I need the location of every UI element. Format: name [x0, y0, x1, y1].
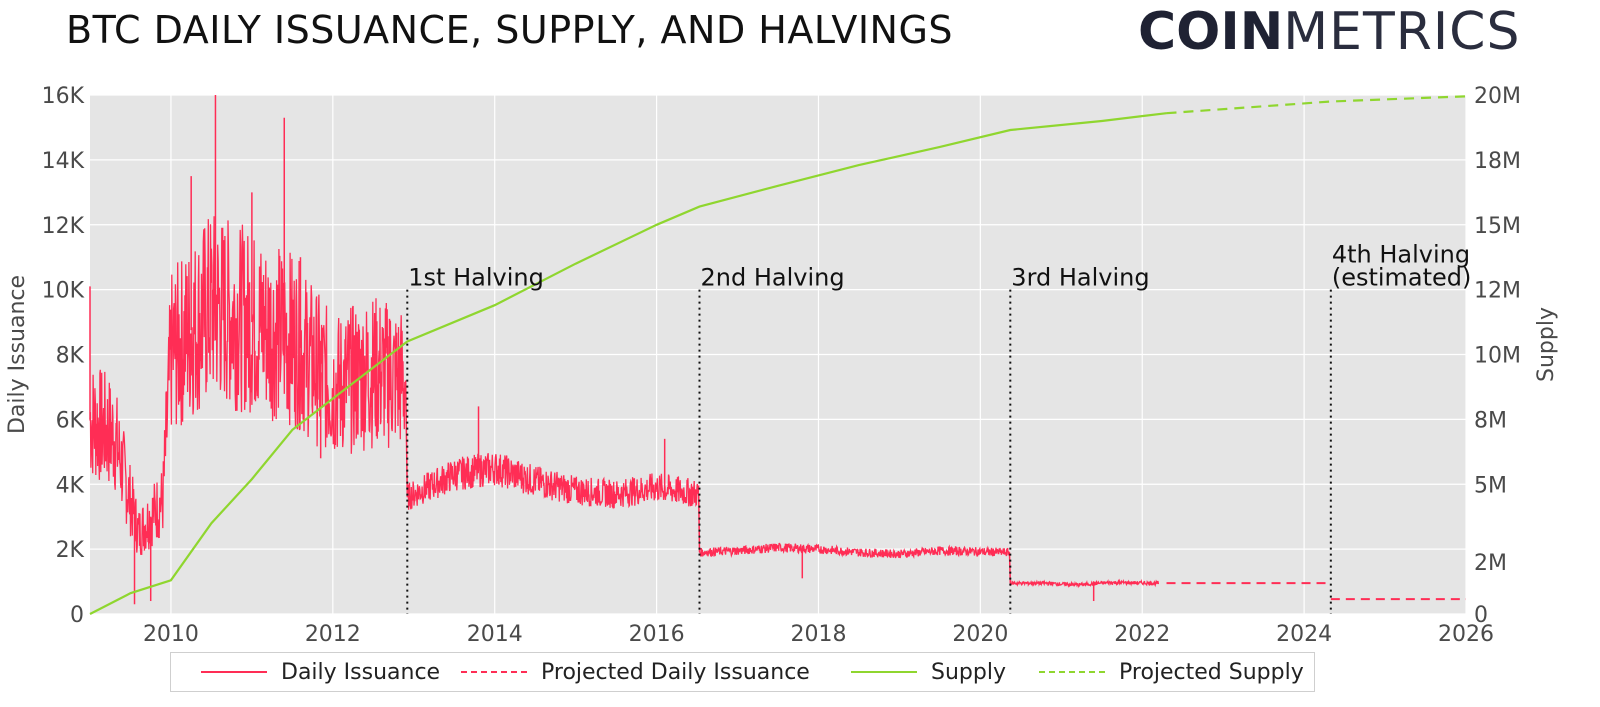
- halving-label: 1st Halving: [408, 264, 544, 292]
- legend-item-daily-issuance: Daily Issuance: [201, 653, 440, 691]
- halving-label: 2nd Halving: [700, 264, 844, 292]
- y-right-tick-label: 15M: [1474, 214, 1521, 239]
- legend-swatch-supply: [851, 671, 917, 673]
- supply-line: [89, 112, 1167, 615]
- y-left-tick-label: 2K: [56, 538, 85, 563]
- y-right-tick-label: 8M: [1474, 408, 1507, 433]
- x-tick-label: 2016: [629, 622, 685, 647]
- coinmetrics-logo: COINMETRICS: [1138, 2, 1521, 62]
- x-tick-label: 2012: [305, 622, 361, 647]
- x-tick-label: 2018: [790, 622, 846, 647]
- y-left-axis-label: Daily Issuance: [5, 275, 30, 434]
- legend-swatch-daily-issuance: [201, 671, 267, 673]
- y-right-tick-label: 0: [1474, 603, 1488, 628]
- daily-issuance-line: [89, 216, 407, 555]
- y-left-tick-label: 8K: [56, 344, 85, 369]
- legend: Daily Issuance Projected Daily Issuance …: [170, 652, 1315, 692]
- logo-bold-text: COIN: [1138, 2, 1284, 62]
- y-left-tick-label: 0: [70, 603, 84, 628]
- legend-label: Projected Daily Issuance: [541, 659, 810, 685]
- y-right-tick-label: 12M: [1474, 279, 1521, 304]
- chart-title: BTC DAILY ISSUANCE, SUPPLY, AND HALVINGS: [66, 8, 954, 52]
- legend-swatch-projected-daily-issuance: [461, 671, 527, 673]
- x-tick-label: 2024: [1276, 622, 1332, 647]
- y-left-tick-label: 10K: [42, 279, 85, 304]
- y-right-tick-label: 18M: [1474, 149, 1521, 174]
- legend-item-supply: Supply: [851, 653, 1006, 691]
- legend-item-projected-supply: Projected Supply: [1039, 653, 1304, 691]
- y-right-tick-label: 10M: [1474, 344, 1521, 369]
- x-tick-label: 2022: [1114, 622, 1170, 647]
- daily-issuance-line: [699, 542, 1011, 559]
- axes: 2010 2012 2014 2016 2018 2020 2022 2024 202602K4…: [5, 84, 1559, 647]
- y-left-tick-label: 16K: [42, 84, 85, 109]
- legend-label: Projected Supply: [1119, 659, 1304, 685]
- legend-label: Supply: [931, 659, 1006, 685]
- x-tick-label: 2020: [952, 622, 1008, 647]
- y-right-tick-label: 20M: [1474, 84, 1521, 109]
- x-tick-label: 2014: [467, 622, 523, 647]
- halving-label: 4th Halving: [1332, 241, 1470, 269]
- daily-issuance-layer: [89, 95, 1466, 605]
- halving-label: 3rd Halving: [1011, 264, 1149, 292]
- x-tick-label: 2010: [143, 622, 199, 647]
- chart-canvas: 1st Halving 2nd Halving 3rd Halving 4th Hal…: [5, 84, 1559, 647]
- halving-label: (estimated): [1332, 264, 1472, 292]
- y-left-tick-label: 4K: [56, 473, 85, 498]
- x-tick-label: 2026: [1438, 622, 1494, 647]
- legend-label: Daily Issuance: [281, 659, 441, 685]
- y-left-tick-label: 14K: [42, 149, 85, 174]
- halving-annotations: 1st Halving 2nd Halving 3rd Halving 4th Hal…: [406, 241, 1472, 614]
- legend-swatch-projected-supply: [1039, 671, 1105, 673]
- y-left-tick-label: 12K: [42, 214, 85, 239]
- projected-supply-line: [1166, 95, 1467, 115]
- daily-issuance-line: [1009, 578, 1160, 589]
- daily-issuance-line: [406, 453, 700, 510]
- y-right-tick-label: 2M: [1474, 551, 1507, 576]
- y-left-tick-label: 6K: [56, 408, 85, 433]
- y-right-tick-label: 5M: [1474, 473, 1507, 498]
- logo-light-text: METRICS: [1283, 2, 1521, 62]
- daily-issuance-drop: [404, 380, 409, 498]
- y-right-axis-label: Supply: [1534, 307, 1559, 382]
- legend-item-projected-daily-issuance: Projected Daily Issuance: [461, 653, 810, 691]
- supply-layer: [89, 95, 1467, 615]
